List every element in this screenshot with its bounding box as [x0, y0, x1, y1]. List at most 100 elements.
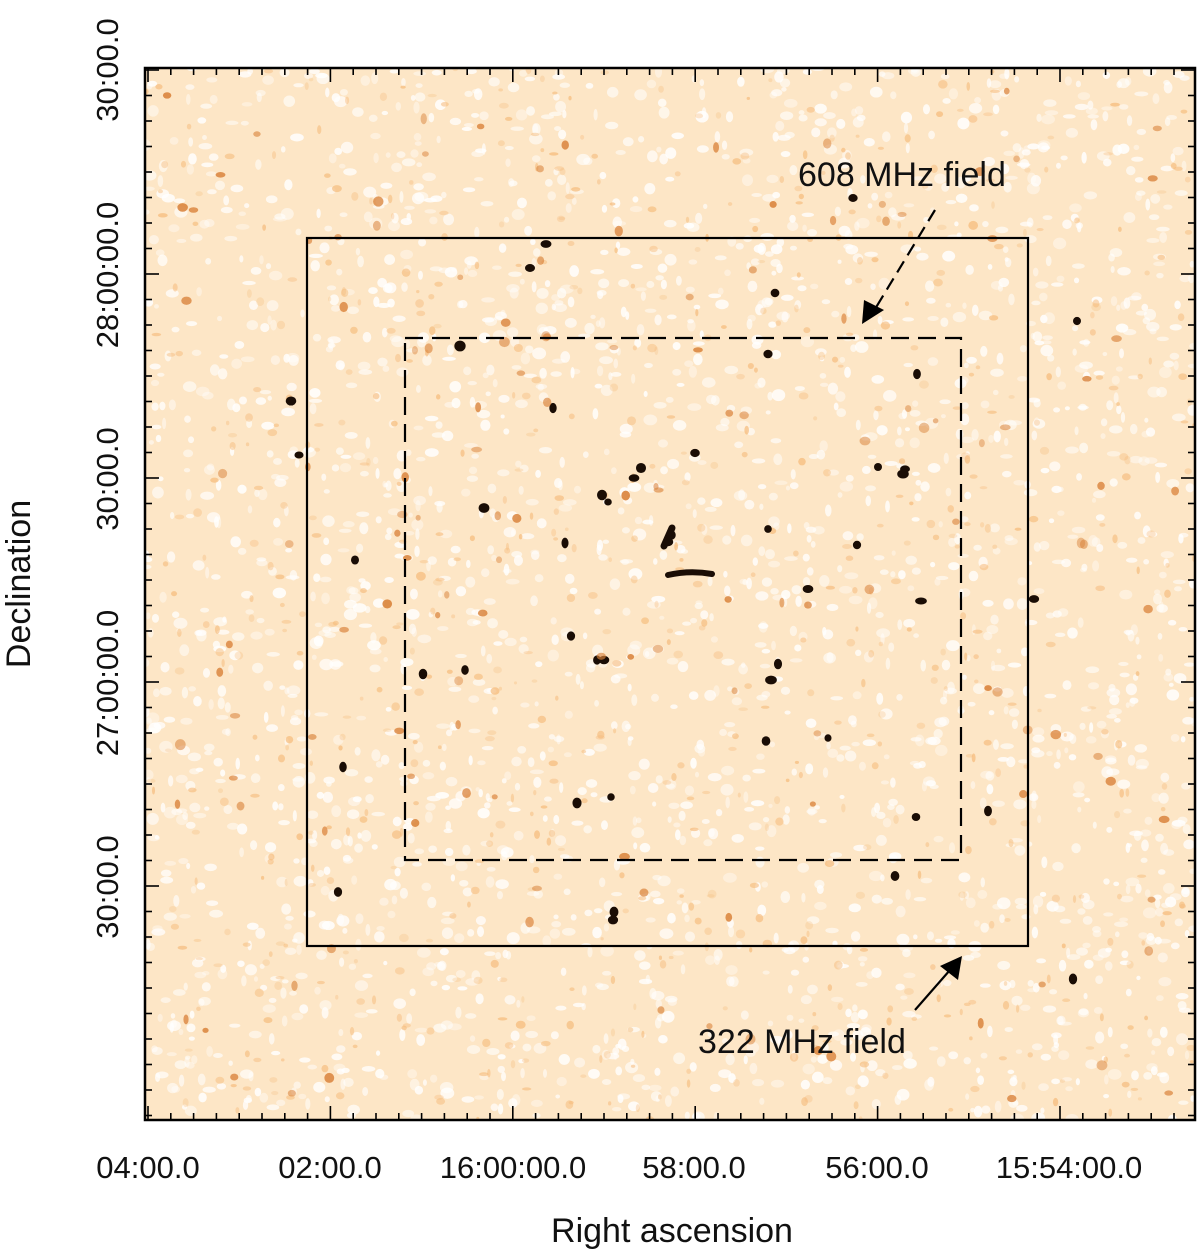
radio-source: [773, 658, 783, 670]
faint-source: [162, 92, 172, 99]
faint-source: [952, 518, 960, 525]
faint-source: [455, 720, 461, 730]
faint-source: [181, 296, 192, 305]
radio-source: [848, 194, 858, 202]
arrow-608-shaft: [871, 209, 936, 315]
radio-source: [764, 525, 772, 533]
faint-source: [725, 912, 733, 922]
faint-source: [823, 138, 832, 149]
x-tick-label: 56:00.0: [825, 1150, 928, 1185]
radio-source: [561, 537, 569, 549]
radio-source: [604, 498, 612, 506]
faint-source: [904, 405, 912, 413]
faint-source: [536, 165, 544, 173]
faint-source: [1003, 87, 1010, 95]
radio-source: [461, 665, 469, 675]
faint-source: [882, 216, 890, 226]
faint-source: [878, 200, 886, 208]
radio-source: [597, 489, 607, 501]
radio-source: [339, 761, 347, 773]
faint-source: [999, 424, 1011, 431]
radio-source: [824, 734, 832, 742]
faint-source: [202, 1027, 209, 1033]
radio-source: [1028, 595, 1040, 603]
radio-source: [911, 812, 921, 822]
radio-source: [294, 451, 304, 459]
faint-source: [984, 685, 992, 692]
faint-source: [1171, 486, 1180, 496]
faint-source: [321, 826, 328, 836]
faint-source: [542, 333, 552, 341]
faint-source: [627, 654, 635, 660]
faint-source: [495, 556, 503, 564]
faint-source: [693, 347, 703, 353]
radio-source: [607, 915, 619, 925]
axis-ticks: [145, 68, 1195, 1120]
faint-source: [657, 1006, 665, 1014]
faint-source: [512, 513, 522, 523]
faint-source: [1093, 752, 1103, 760]
faint-source: [339, 301, 348, 313]
faint-source: [859, 436, 871, 446]
faint-source: [1096, 1060, 1108, 1071]
radio-source: [609, 906, 619, 918]
radio-source: [852, 540, 862, 550]
faint-source: [1105, 776, 1116, 786]
faint-source: [444, 591, 450, 599]
radio-source: [478, 503, 490, 513]
radio-source: [635, 462, 647, 474]
faint-source: [1111, 335, 1122, 342]
radio-source: [572, 797, 582, 809]
faint-source: [229, 712, 241, 719]
faint-source: [864, 584, 875, 595]
extended-source: [660, 524, 676, 550]
faint-source: [284, 540, 294, 548]
x-axis-title: Right ascension: [551, 1212, 793, 1250]
radio-source: [454, 340, 466, 352]
arrow-608-head: [862, 300, 884, 324]
faint-source: [401, 472, 409, 483]
faint-source: [339, 626, 349, 633]
faint-source: [183, 1014, 189, 1025]
radio-source: [524, 264, 536, 272]
faint-source: [542, 397, 552, 407]
faint-source: [415, 514, 421, 521]
faint-source: [435, 611, 441, 619]
faint-source: [713, 142, 720, 153]
faint-source: [745, 1033, 756, 1045]
field-322mhz-box: [305, 236, 1030, 948]
arrow-322-shaft: [914, 969, 951, 1011]
faint-source: [1147, 896, 1156, 903]
faint-source: [500, 318, 511, 327]
faint-source: [978, 439, 985, 448]
faint-source: [420, 113, 427, 125]
faint-source: [829, 215, 837, 226]
faint-source: [974, 167, 985, 177]
faint-source: [1019, 790, 1028, 799]
faint-source: [992, 687, 1003, 697]
y-tick-label: 30:00.0: [90, 835, 125, 938]
y-tick-label: 28:00:00.0: [90, 202, 125, 349]
faint-source: [291, 980, 298, 991]
faint-source: [619, 852, 630, 861]
x-tick-labels: 04:00.0 02:00.0 16:00:00.0 58:00.0 56:00…: [96, 1150, 1142, 1185]
faint-source: [462, 788, 471, 799]
faint-source: [394, 529, 401, 537]
faint-source: [499, 336, 510, 348]
faint-source: [813, 730, 822, 737]
faint-source: [491, 794, 498, 800]
faint-source: [748, 266, 757, 274]
x-tick-label: 15:54:00.0: [996, 1150, 1143, 1185]
faint-source: [596, 652, 606, 660]
faint-source: [1164, 1090, 1174, 1096]
radio-source: [418, 668, 428, 680]
y-tick-label: 30:00.0: [90, 427, 125, 530]
faint-source: [1013, 155, 1020, 163]
faint-source: [731, 687, 738, 695]
faint-source: [1007, 1094, 1017, 1103]
faint-source: [174, 739, 186, 751]
faint-source: [1038, 981, 1046, 988]
radio-source: [913, 368, 921, 380]
x-tick-label: 04:00.0: [96, 1150, 199, 1185]
faint-source: [230, 1073, 239, 1081]
